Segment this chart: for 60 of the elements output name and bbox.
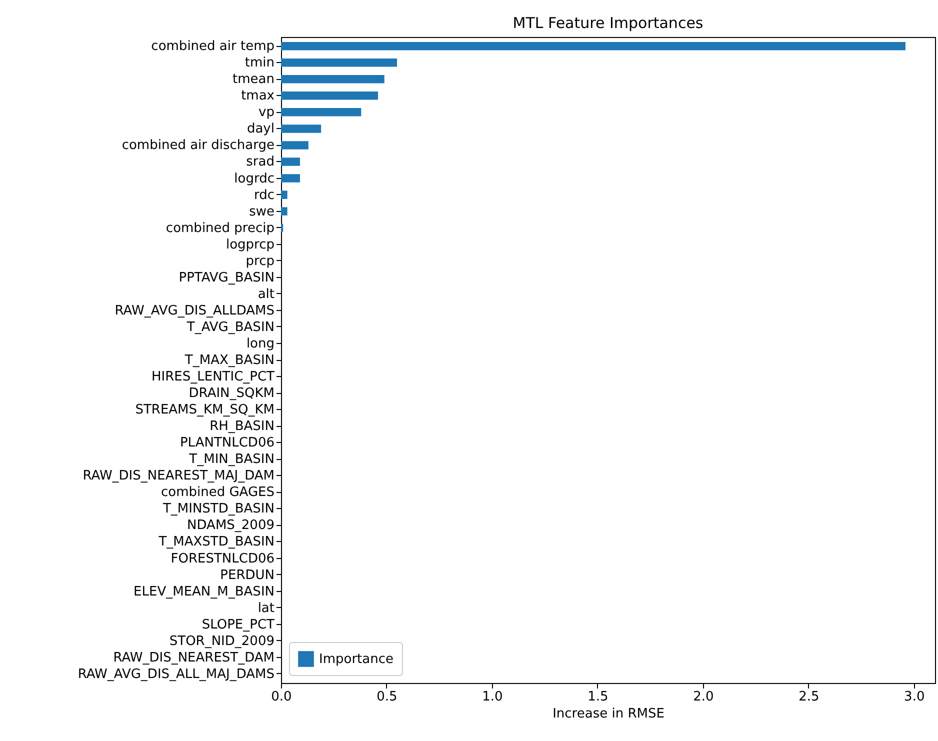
y-tick-label: RAW_AVG_DIS_ALLDAMS: [114, 303, 274, 318]
y-tick-label: T_MINSTD_BASIN: [162, 502, 274, 517]
y-tick-label: RAW_AVG_DIS_ALL_MAJ_DAMS: [78, 666, 274, 682]
y-tick-label: T_MAXSTD_BASIN: [158, 534, 274, 550]
y-tick-label: logprcp: [226, 237, 274, 252]
y-tick-label: DRAIN_SQKM: [188, 386, 274, 402]
y-tick-label: vp: [258, 105, 274, 120]
bar: [281, 42, 906, 50]
y-tick-label: combined air temp: [151, 39, 274, 54]
bar: [281, 75, 384, 84]
y-tick-label: RH_BASIN: [210, 419, 274, 434]
legend-label: Importance: [319, 652, 394, 667]
y-tick-label: RAW_DIS_NEAREST_DAM: [113, 650, 274, 666]
bar: [281, 207, 288, 216]
x-tick-label: 1.5: [588, 690, 608, 704]
x-tick-label: 2.5: [798, 690, 820, 704]
bar: [281, 108, 362, 116]
y-tick-label: NDAMS_2009: [187, 518, 274, 534]
y-tick-label: STREAMS_KM_SQ_KM: [135, 402, 274, 418]
x-axis-title: Increase in RMSE: [552, 706, 664, 722]
y-tick-label: FORESTNLCD06: [170, 551, 274, 566]
y-tick-label: lat: [258, 600, 274, 616]
y-tick-label: swe: [249, 204, 274, 220]
x-tick-label: 3.0: [904, 690, 925, 704]
y-tick-label: ELEV_MEAN_M_BASIN: [134, 584, 274, 600]
bar: [281, 58, 398, 67]
y-tick-label: combined air discharge: [122, 138, 274, 154]
y-tick-label: combined GAGES: [160, 485, 274, 500]
y-tick-label: PLANTNLCD06: [180, 436, 274, 451]
x-tick-label: 1.0: [482, 690, 503, 704]
y-tick-label: dayl: [246, 122, 274, 137]
y-tick-label: STOR_NID_2009: [169, 634, 274, 649]
bar: [281, 124, 322, 133]
y-tick-label: tmean: [232, 72, 274, 88]
bar: [281, 190, 288, 199]
x-tick-label: 0.0: [271, 690, 292, 704]
y-tick-label: logrdc: [234, 171, 274, 186]
y-tick-label: alt: [258, 286, 274, 302]
y-tick-label: SLOPE_PCT: [202, 617, 275, 632]
y-tick-label: HIRES_LENTIC_PCT: [152, 370, 275, 385]
y-tick-label: PPTAVG_BASIN: [178, 270, 274, 286]
y-tick-label: PERDUN: [220, 568, 274, 583]
y-tick-label: prcp: [246, 254, 274, 269]
y-tick-label: T_AVG_BASIN: [186, 320, 274, 335]
x-tick-label: 0.5: [376, 690, 398, 704]
bar: [281, 174, 300, 182]
y-tick-label: RAW_DIS_NEAREST_MAJ_DAM: [82, 468, 274, 484]
bar: [281, 158, 300, 166]
y-tick-label: T_MIN_BASIN: [188, 452, 274, 468]
x-tick-label: 2.0: [693, 690, 714, 704]
bar: [281, 92, 378, 100]
bar: [281, 141, 308, 150]
y-tick-label: tmax: [241, 88, 275, 104]
chart-title: MTL Feature Importances: [512, 14, 704, 32]
y-tick-label: T_MAX_BASIN: [184, 353, 274, 368]
y-tick-label: tmin: [244, 56, 274, 71]
y-tick-label: long: [246, 336, 274, 352]
y-tick-label: combined precip: [166, 220, 274, 236]
y-tick-label: rdc: [254, 188, 274, 203]
y-tick-label: srad: [246, 154, 274, 170]
